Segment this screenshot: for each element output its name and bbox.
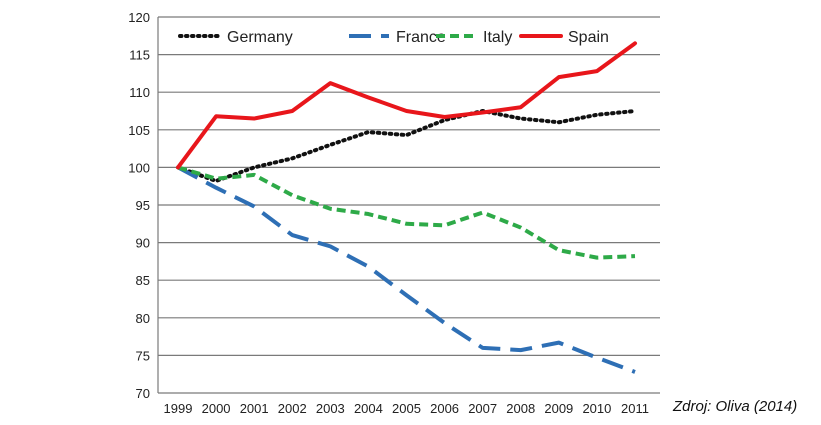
y-tick-label: 120 (128, 10, 150, 25)
x-tick-label: 2010 (582, 401, 611, 416)
y-tick-label: 110 (129, 85, 150, 100)
legend-label-germany: Germany (227, 29, 293, 46)
x-axis-ticks: 1999 2000 2001 2002 2003 2004 2005 2006 2007 2008… (164, 401, 649, 416)
x-tick-label: 2003 (316, 401, 345, 416)
series-line-germany (176, 109, 637, 183)
x-tick-label: 2000 (202, 401, 231, 416)
grid (157, 16, 660, 394)
x-tick-label: 2011 (621, 401, 649, 416)
y-tick-label: 115 (129, 48, 150, 63)
y-tick-label: 90 (136, 236, 150, 251)
x-tick-label: 2002 (278, 401, 307, 416)
series-line-france (177, 165, 636, 374)
legend-label-italy: Italy (483, 29, 512, 46)
y-tick-label: 85 (136, 273, 150, 288)
x-tick-label: 1999 (164, 401, 193, 416)
y-tick-label: 75 (136, 348, 150, 363)
x-tick-label: 2005 (392, 401, 421, 416)
x-tick-label: 2001 (240, 401, 269, 416)
y-tick-label: 80 (136, 311, 150, 326)
series-line-spain (176, 41, 637, 170)
legend-label-france: France (396, 29, 446, 46)
x-tick-label: 2008 (506, 401, 535, 416)
x-tick-label: 2006 (430, 401, 459, 416)
y-tick-label: 95 (136, 198, 150, 213)
legend-label-spain: Spain (568, 29, 609, 46)
y-axis-ticks: 70 75 80 85 90 95 100 105 110 115 120 (128, 10, 150, 401)
y-tick-label: 100 (128, 160, 150, 175)
series-lines (176, 41, 637, 374)
series-line-italy (177, 165, 636, 260)
x-tick-label: 2009 (544, 401, 573, 416)
source-note: Zdroj: Oliva (2014) (673, 398, 798, 415)
y-tick-label: 70 (136, 386, 150, 401)
x-tick-label: 2004 (354, 401, 383, 416)
y-tick-label: 105 (128, 123, 150, 138)
x-tick-label: 2007 (468, 401, 497, 416)
legend: Germany France Italy Spain (178, 29, 609, 46)
